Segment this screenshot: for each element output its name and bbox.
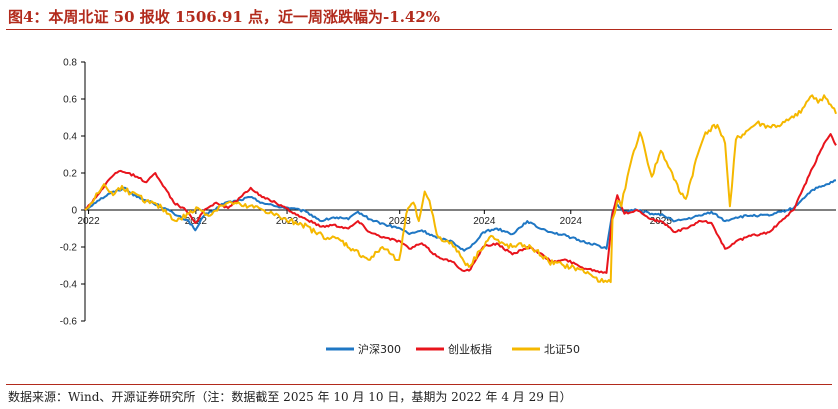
y-tick-label: 0.8 [63, 58, 77, 69]
legend-label-1: 创业板指 [448, 342, 492, 356]
legend-label-2: 北证50 [544, 343, 580, 356]
y-tick-label: -0.4 [60, 280, 78, 291]
chart-legend: 沪深300 创业板指 北证50 [326, 342, 580, 356]
y-tick-label: 0.4 [63, 132, 77, 143]
series-line-2 [84, 94, 837, 284]
y-tick-label: -0.6 [60, 317, 78, 328]
y-tick-label: -0.2 [60, 243, 78, 254]
y-tick-label: 0 [71, 206, 77, 217]
figure-title: 图4：本周北证 50 报收 1506.91 点，近一周涨跌幅为-1.42% [8, 8, 441, 26]
y-tick-label: 0.6 [63, 95, 77, 106]
series-line-1 [84, 133, 837, 274]
source-divider [6, 384, 832, 385]
source-note: 数据来源：Wind、开源证券研究所（注：数据截至 2025 年 10 月 10 … [8, 390, 572, 404]
x-tick-label: 2022 [77, 216, 100, 227]
title-underline [6, 29, 832, 30]
x-tick-label: 2024 [473, 216, 496, 227]
series-line-0 [84, 179, 836, 252]
x-tick-label: 2023 [389, 216, 412, 227]
chart-series-lines [84, 94, 837, 284]
legend-label-0: 沪深300 [358, 342, 401, 356]
x-tick-label: 2024 [560, 216, 583, 227]
y-tick-label: 0.2 [63, 169, 77, 180]
